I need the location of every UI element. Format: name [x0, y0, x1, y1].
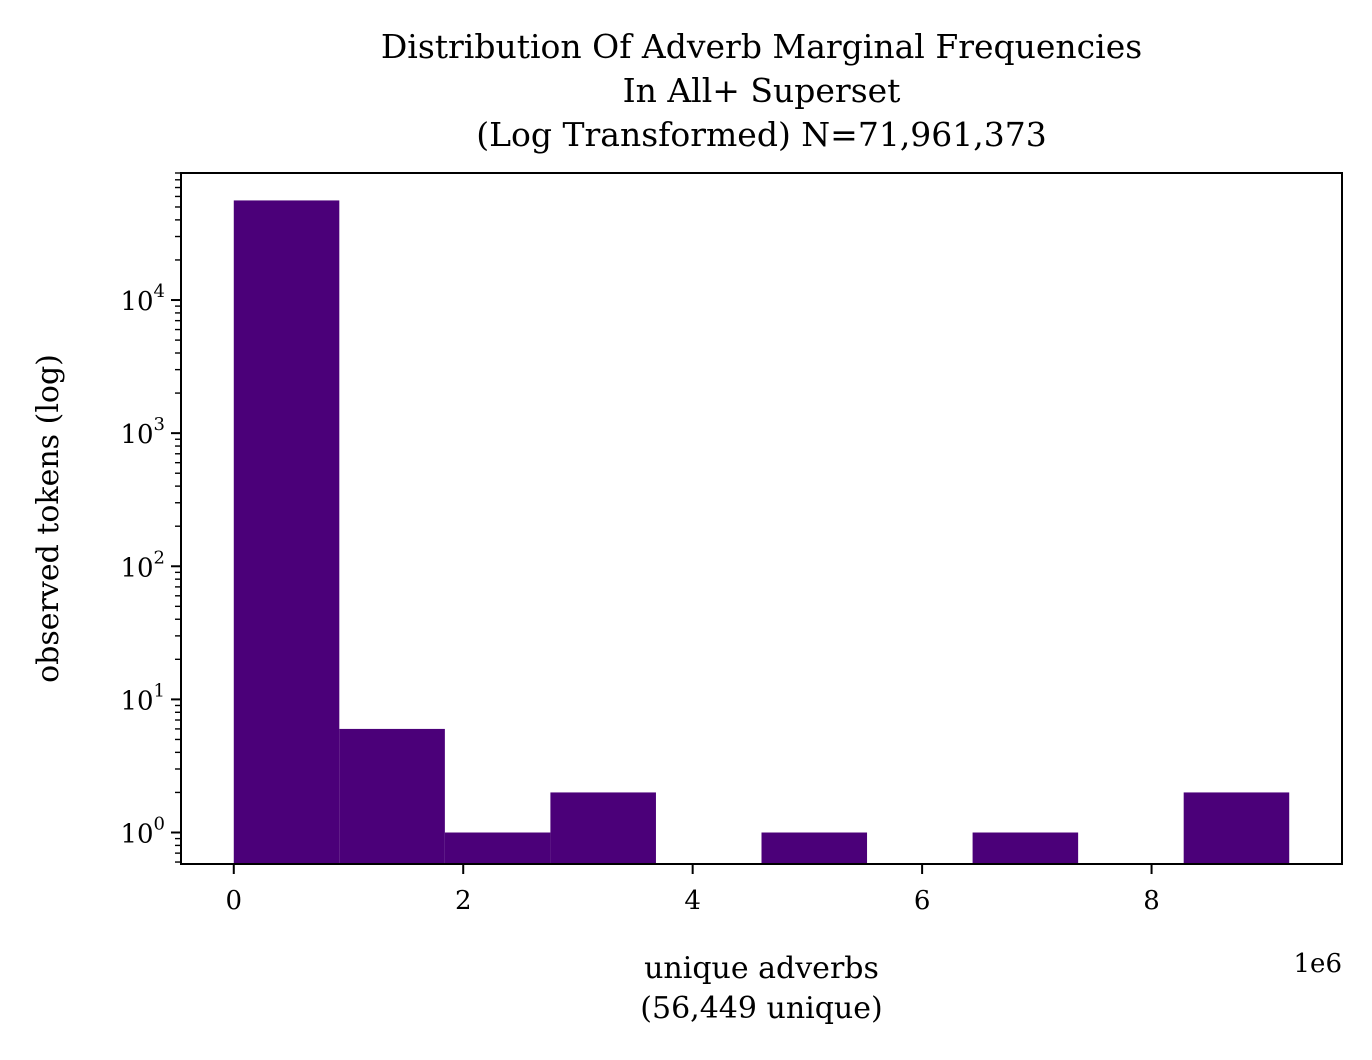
x-axis-label-line: (56,449 unique)	[640, 991, 882, 1026]
y-axis-label: observed tokens (log)	[31, 354, 66, 683]
x-tick-label: 4	[684, 886, 701, 916]
x-tick-label: 2	[455, 886, 472, 916]
histogram-bar	[339, 728, 445, 864]
x-axis-offset-label: 1e6	[1294, 949, 1342, 979]
plot-frame	[180, 172, 1343, 865]
x-tick-label: 0	[225, 886, 242, 916]
y-tick-label: 101	[120, 680, 165, 716]
histogram-bar	[761, 832, 868, 864]
y-tick-label: 104	[120, 281, 165, 317]
x-axis-label-line: unique adverbs	[644, 951, 879, 986]
chart-title: Distribution Of Adverb Marginal Frequenc…	[381, 27, 1142, 154]
y-tick-label: 103	[120, 414, 165, 450]
histogram-bar	[972, 832, 1079, 864]
x-tick-label: 6	[914, 886, 931, 916]
histogram-bar	[444, 832, 551, 864]
y-tick-label: 102	[120, 547, 165, 583]
histogram-bar	[233, 200, 340, 864]
histogram-bar	[1183, 792, 1290, 864]
x-axis: 0 2 4 6 8	[225, 864, 1160, 916]
x-axis-label: unique adverbs (56,449 unique)	[640, 951, 882, 1026]
chart-title-line: Distribution Of Adverb Marginal Frequenc…	[381, 27, 1142, 66]
x-tick-label: 8	[1143, 886, 1160, 916]
y-tick-label: 100	[120, 814, 165, 850]
chart-title-line: (Log Transformed) N=71,961,373	[476, 115, 1047, 154]
chart-title-line: In All+ Superset	[623, 71, 901, 110]
y-axis: 100 101 102 103 104	[120, 172, 181, 863]
histogram-bar	[550, 792, 656, 864]
histogram-bars	[233, 200, 1290, 864]
